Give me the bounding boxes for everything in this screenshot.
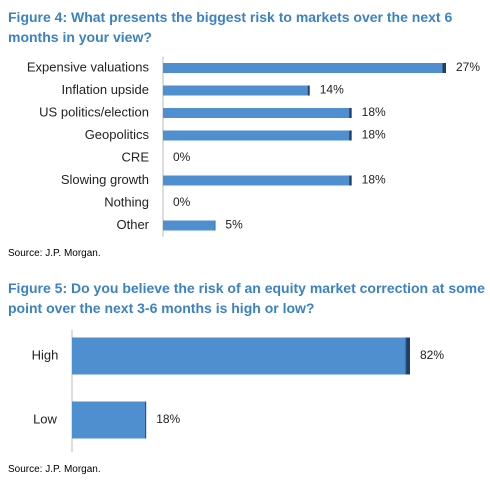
bar: [163, 175, 352, 186]
value-label: 18%: [362, 105, 386, 119]
category-label: Other: [116, 217, 149, 232]
chart-title: Figure 5: Do you believe the risk of an …: [8, 280, 485, 316]
category-label: Low: [33, 411, 57, 426]
value-label: 18%: [156, 412, 180, 426]
category-label: CRE: [122, 149, 150, 164]
source: Source: J.P. Morgan.: [8, 248, 101, 259]
bar: [163, 85, 310, 96]
value-label: 14%: [320, 83, 344, 97]
value-label: 27%: [456, 60, 480, 74]
value-label: 0%: [173, 195, 191, 209]
category-label: Slowing growth: [61, 172, 149, 187]
value-label: 18%: [362, 173, 386, 187]
bar: [163, 108, 352, 118]
category-label: Geopolitics: [85, 127, 150, 142]
category-label: Inflation upside: [62, 82, 149, 97]
chart-title: Figure 4: What presents the biggest risk…: [8, 9, 453, 45]
category-label: US politics/election: [39, 104, 149, 119]
category-label: High: [32, 347, 59, 362]
chart: Expensive valuations 27% Inflation upside 1…: [27, 56, 480, 237]
bar: [163, 63, 446, 73]
category-label: Nothing: [104, 194, 149, 209]
source: Source: J.P. Morgan.: [8, 464, 101, 475]
bar: [72, 337, 410, 375]
value-label: 82%: [420, 348, 444, 362]
bar: [163, 220, 216, 231]
value-label: 0%: [173, 150, 191, 164]
category-label: Expensive valuations: [27, 59, 150, 74]
value-label: 18%: [362, 128, 386, 142]
bar: [163, 130, 352, 141]
chart: High 82% Low 18%: [32, 330, 444, 452]
value-label: 5%: [225, 218, 243, 232]
bar: [72, 401, 147, 439]
